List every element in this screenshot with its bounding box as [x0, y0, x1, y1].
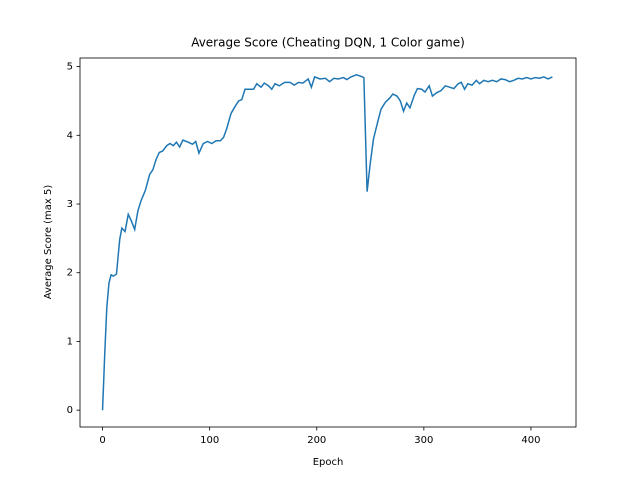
data-line: [101, 74, 553, 411]
y-tick-label: 4: [67, 130, 73, 141]
y-tick-label: 5: [67, 62, 73, 73]
x-tick-label: 200: [307, 435, 326, 446]
plot-frame: [79, 57, 577, 428]
y-tick-label: 0: [67, 405, 73, 416]
y-tick-label: 3: [67, 199, 73, 210]
y-axis-label: Average Score (max 5): [43, 185, 54, 300]
y-tick-label: 2: [67, 268, 73, 279]
chart-title: Average Score (Cheating DQN, 1 Color gam…: [191, 36, 465, 50]
x-tick-label: 300: [414, 435, 433, 446]
x-axis-label: Epoch: [313, 457, 344, 468]
x-tick-label: 0: [99, 435, 105, 446]
x-tick-label: 100: [200, 435, 219, 446]
y-tick-label: 1: [67, 336, 73, 347]
x-tick-label: 400: [521, 435, 540, 446]
